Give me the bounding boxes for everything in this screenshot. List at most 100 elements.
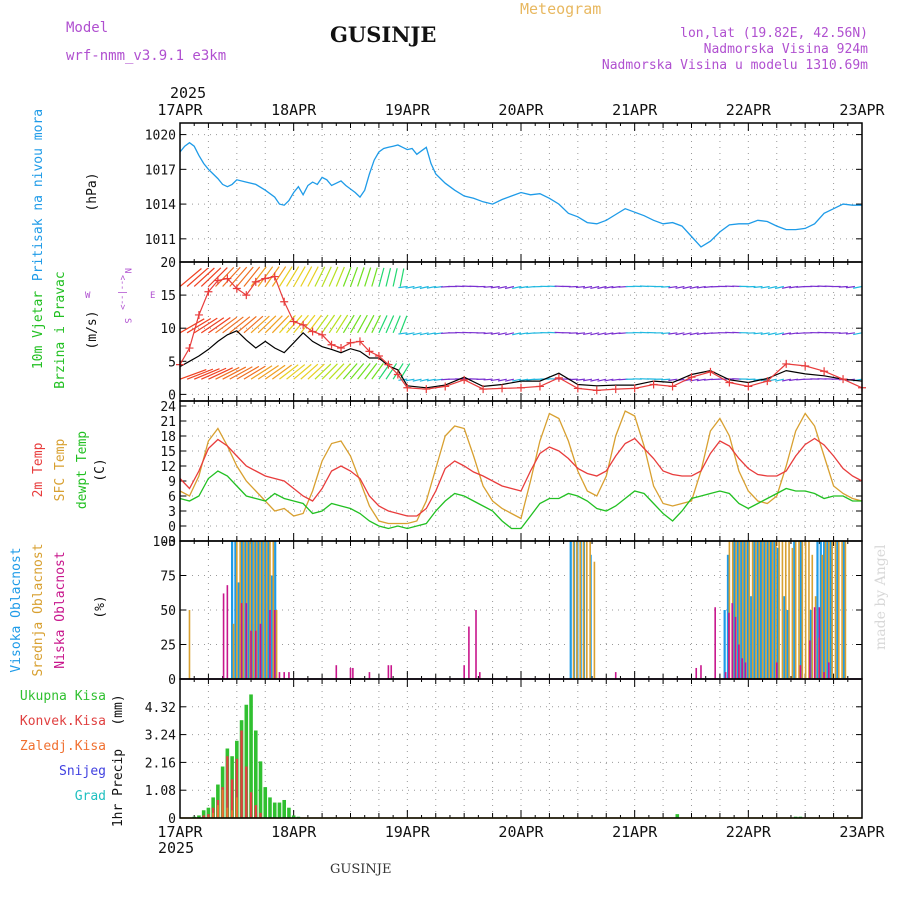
wind-arrow (782, 285, 792, 289)
compass-arrow: <--|--> (117, 275, 127, 311)
cloud-bar-mid (755, 541, 757, 679)
cloud-bar-mid (748, 541, 751, 679)
wind-arrow (412, 332, 422, 336)
legend-hail: Grad (75, 789, 106, 804)
cloud-bar-mid (778, 541, 780, 679)
cloud-bar-mid (837, 541, 840, 679)
wind-arrow (575, 378, 586, 381)
wind-arrow (321, 363, 338, 380)
pressure-unit: (hPa) (85, 172, 100, 211)
legend-total: Ukupna Kisa (20, 689, 106, 704)
cloud-bar-high (793, 541, 796, 679)
cloud-bar-low (744, 662, 747, 679)
precip-bar-total (291, 815, 296, 818)
cloud-bar-low (352, 667, 354, 679)
cloud-bar-low (240, 603, 243, 679)
cloud-bar-mid (775, 541, 777, 679)
wind-arrow (335, 363, 352, 380)
wind-arrow (257, 315, 277, 334)
wind-arrow (497, 332, 507, 336)
wind-gust-marker (280, 297, 289, 306)
wind-arrow (371, 363, 384, 380)
wind-arrow (774, 378, 784, 382)
cloud-bar-mid (781, 541, 784, 679)
cloud-bar-low (728, 612, 730, 679)
y-tick-label: 0 (168, 673, 176, 688)
wind-arrow (838, 332, 848, 335)
wind-arrow (321, 314, 336, 334)
cloud-bar-high (809, 610, 812, 679)
cloud-bar-mid (831, 541, 833, 679)
year-bottom: 2025 (158, 839, 194, 857)
wind-arrow (222, 366, 247, 380)
wind-arrow (193, 317, 218, 334)
wind-arrow (512, 285, 522, 289)
cloud-bar-high (766, 541, 769, 679)
cloud-bar-mid (794, 541, 797, 679)
wind-arrow (753, 332, 763, 335)
wind-arrow (229, 366, 253, 380)
wind-arrow (760, 332, 770, 335)
wind-arrow (661, 332, 671, 335)
precip-bar-total (258, 761, 263, 818)
cloud-bar-high (270, 575, 273, 679)
precip-bar-total (201, 810, 206, 818)
wind-arrow (342, 266, 352, 287)
wind-arrow (392, 268, 398, 287)
precip-bar-convective (240, 730, 243, 818)
wind-arrow (398, 332, 408, 335)
precip-bar-total (197, 815, 201, 818)
y-tick-label: 4.32 (145, 701, 176, 716)
cloud-bar-low (738, 644, 740, 679)
wind-arrow (583, 378, 593, 382)
wind-gust-marker (479, 385, 488, 394)
cloud-bar-low (368, 672, 371, 679)
wind-gust-marker (498, 384, 507, 393)
cloud-bar-mid (589, 541, 591, 679)
cloud-bar-mid (249, 541, 251, 679)
cloud-bar-mid (232, 623, 235, 679)
cloud-bar-low (222, 593, 225, 679)
cloud-bar-mid (582, 541, 585, 679)
wind-arrow (193, 368, 220, 380)
wind-arrow (782, 332, 792, 336)
precip-bar-total (287, 807, 291, 818)
sfc-temp-line (179, 410, 863, 525)
wind-gust-marker (308, 327, 317, 336)
wind-arrow (201, 367, 227, 380)
cloud-bar-mid (188, 610, 191, 679)
wind-arrow (760, 378, 770, 382)
wind-gust-marker (346, 338, 355, 347)
wind-arrow (590, 285, 600, 290)
legend-snow: Snijeg (59, 764, 106, 779)
wind-arrow (597, 332, 607, 336)
y-tick-label: 1011 (145, 233, 176, 248)
wind-arrow (357, 314, 368, 334)
wind-arrow (696, 332, 706, 336)
precip-bar-convective (235, 758, 239, 818)
wind-arrow (604, 378, 614, 382)
wind-arrow (215, 266, 235, 287)
wind-arrow (364, 314, 375, 334)
wind-arrow (675, 332, 685, 336)
cloud-bar-high (826, 541, 829, 679)
wind-arrow (300, 363, 319, 380)
wind-arrow (590, 378, 600, 382)
temp-title: 2m Temp (31, 442, 46, 497)
precip-bar-frozen (221, 789, 224, 818)
wind-arrow (597, 378, 607, 382)
wind-arrow (575, 285, 586, 289)
wind-arrow (200, 267, 222, 287)
wind-arrow (774, 332, 784, 336)
x-tick-label-top: 20APR (498, 101, 544, 119)
wind-gust-marker (355, 337, 364, 346)
wind-arrow (767, 332, 777, 336)
precip-bar-total (206, 807, 211, 818)
wind-arrow (357, 363, 371, 380)
wind-gust-marker (573, 384, 582, 393)
cloud-bar-high (816, 541, 819, 679)
wind-arrow (668, 378, 678, 382)
y-tick-label: 9 (168, 475, 176, 490)
cloud-bar-mid (262, 541, 265, 679)
wind-arrow (193, 267, 215, 287)
